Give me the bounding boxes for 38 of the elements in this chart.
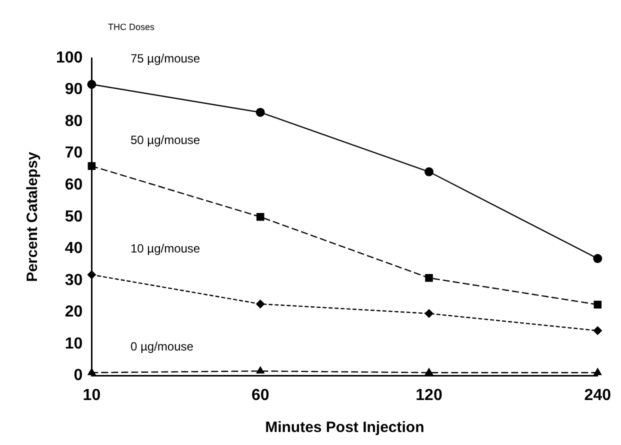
point xyxy=(424,167,434,176)
point xyxy=(256,108,265,117)
x-tick-label: 120 xyxy=(416,386,442,404)
point xyxy=(256,213,264,221)
y-tick-label: 90 xyxy=(64,81,83,98)
y-tick-label: 60 xyxy=(64,176,83,194)
x-tick-label: 10 xyxy=(82,386,101,404)
point xyxy=(87,80,96,89)
x-axis-title: Minutes Post Injection xyxy=(265,419,424,436)
y-axis-title: Percent Catalepsy xyxy=(24,151,42,282)
point xyxy=(88,162,96,170)
y-tick-label: 0 xyxy=(74,367,83,384)
y-tick-label: 40 xyxy=(64,240,83,258)
point xyxy=(593,326,602,336)
legend-title: THC Doses xyxy=(108,22,156,32)
series-label: 0 µg/mouse xyxy=(130,340,194,354)
point xyxy=(424,309,434,318)
x-tick-label: 240 xyxy=(584,386,612,404)
point xyxy=(425,274,433,282)
point xyxy=(87,270,96,280)
y-tick-label: 20 xyxy=(64,304,83,321)
text: 75 µg/mouse xyxy=(130,51,200,66)
y-tick-label: 100 xyxy=(56,49,83,66)
point xyxy=(593,254,602,264)
point xyxy=(256,366,265,374)
y-tick-label: 30 xyxy=(64,272,83,289)
point xyxy=(594,300,602,308)
point xyxy=(593,368,602,376)
point xyxy=(87,368,96,376)
point xyxy=(256,299,265,308)
x-tick-label: 60 xyxy=(251,386,270,404)
point xyxy=(424,368,434,376)
y-tick-label: 10 xyxy=(64,335,83,352)
text: 10 µg/mouse xyxy=(130,242,200,256)
y-tick-label: 50 xyxy=(64,208,83,226)
y-tick-label: 70 xyxy=(64,144,83,162)
y-tick-label: 80 xyxy=(64,112,83,130)
text: 50 µg/mouse xyxy=(130,133,200,148)
